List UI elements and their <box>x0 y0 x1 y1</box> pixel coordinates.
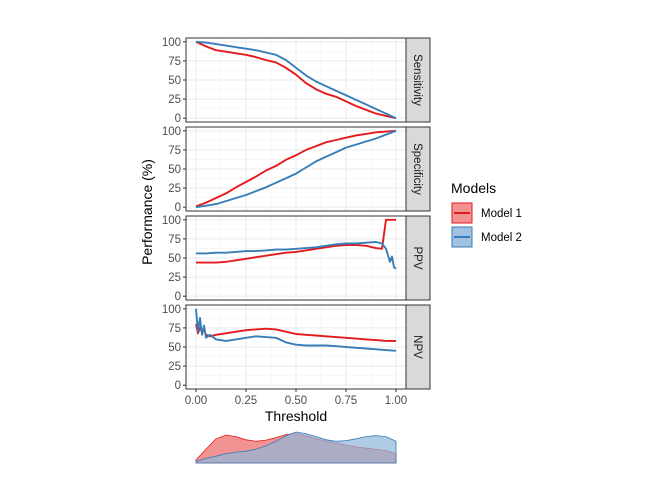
panels-group: Sensitivity 0 25 50 75 100 Specificity 0 25 50 75 1… <box>162 37 431 407</box>
legend-item-model-1: Model 1 <box>451 202 522 224</box>
panel-npv: NPV 0 25 50 75 100 0.00 0.25 0.50 0.75 1.00 <box>162 304 431 407</box>
y-tick-label: 0 <box>175 113 181 125</box>
panel-ppv: PPV 0 25 50 75 100 <box>162 215 431 303</box>
strip-label-ppv: PPV <box>411 246 423 269</box>
y-tick-label: 25 <box>168 183 181 195</box>
strip-label-sensitivity: Sensitivity <box>411 54 423 106</box>
x-axis-title: Threshold <box>265 408 327 424</box>
legend-label-model-1: Model 1 <box>481 208 522 220</box>
series-line-sensitivity-model-1 <box>195 40 397 120</box>
panel-specificity: Specificity 0 25 50 75 100 <box>162 126 431 214</box>
y-tick-label: 75 <box>168 145 181 157</box>
y-tick-label: 0 <box>175 202 181 214</box>
series-line-sensitivity-model-2 <box>195 40 397 120</box>
y-tick-label: 50 <box>168 342 181 354</box>
legend-item-model-2: Model 2 <box>451 226 522 248</box>
x-tick-label: 0.75 <box>335 395 357 407</box>
y-tick-label: 0 <box>175 291 181 303</box>
y-tick-label: 50 <box>168 164 181 176</box>
panel-sensitivity: Sensitivity 0 25 50 75 100 <box>162 37 431 125</box>
strip-npv <box>405 304 431 390</box>
y-tick-label: 75 <box>168 323 181 335</box>
x-tick-label: 0.50 <box>285 395 307 407</box>
x-tick-label: 0.00 <box>185 395 207 407</box>
y-tick-label: 75 <box>168 234 181 246</box>
series-line-npv-model-2 <box>195 308 397 352</box>
y-axis-title: Performance (%) <box>139 159 155 265</box>
legend: Models Model 1 Model 2 <box>451 180 522 248</box>
y-tick-label: 50 <box>168 75 181 87</box>
y-tick-label: 25 <box>168 94 181 106</box>
y-tick-label: 25 <box>168 361 181 373</box>
legend-title: Models <box>451 180 496 196</box>
y-tick-label: 75 <box>168 56 181 68</box>
strip-label-specificity: Specificity <box>411 143 423 195</box>
strip-specificity <box>405 126 431 212</box>
x-tick-label: 0.25 <box>235 395 257 407</box>
series-line-specificity-model-2 <box>195 129 397 209</box>
strip-sensitivity <box>405 37 431 123</box>
legend-label-model-2: Model 2 <box>481 232 522 244</box>
y-tick-label: 100 <box>162 37 181 49</box>
density-plot <box>195 431 397 464</box>
strip-ppv <box>405 215 431 301</box>
y-tick-label: 0 <box>175 380 181 392</box>
y-tick-label: 50 <box>168 253 181 265</box>
strip-label-npv: NPV <box>411 335 423 359</box>
y-tick-label: 100 <box>162 215 181 227</box>
y-tick-label: 100 <box>162 304 181 316</box>
x-tick-label: 1.00 <box>385 395 407 407</box>
series-line-ppv-model-2 <box>196 241 397 270</box>
density-area-model-2 <box>195 431 397 464</box>
y-tick-label: 25 <box>168 272 181 284</box>
y-tick-label: 100 <box>162 126 181 138</box>
series-line-specificity-model-1 <box>195 129 397 208</box>
